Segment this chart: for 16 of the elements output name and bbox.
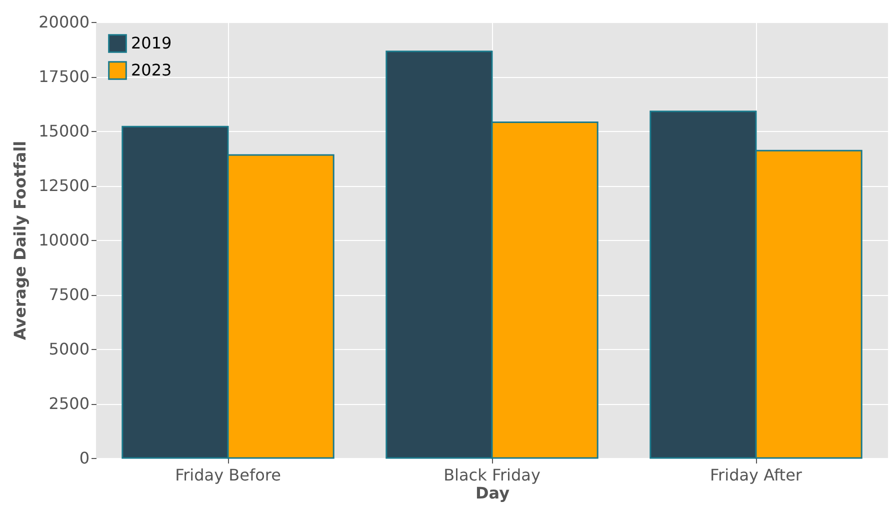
y-tick-label: 5000 bbox=[48, 340, 90, 358]
legend-label: 2023 bbox=[131, 60, 172, 80]
y-tick-label: 15000 bbox=[38, 122, 90, 140]
y-tick-label: 0 bbox=[79, 448, 90, 468]
legend-label: 2019 bbox=[131, 34, 172, 52]
y-tick-label: 10000 bbox=[38, 230, 90, 250]
y-tick-label: 17500 bbox=[38, 67, 90, 86]
y-tick-label: 12500 bbox=[38, 176, 90, 195]
y-tick-label: 7500 bbox=[48, 285, 90, 304]
x-tick-label: Friday Before bbox=[175, 466, 281, 484]
x-tick-label: Black Friday bbox=[444, 466, 540, 484]
y-tick-label: 20000 bbox=[38, 12, 90, 32]
y-axis-title: Average Daily Footfall bbox=[10, 140, 30, 340]
x-axis-title: Day bbox=[475, 484, 510, 502]
x-tick-label: Friday After bbox=[710, 466, 802, 484]
y-tick-label: 2500 bbox=[48, 394, 90, 413]
